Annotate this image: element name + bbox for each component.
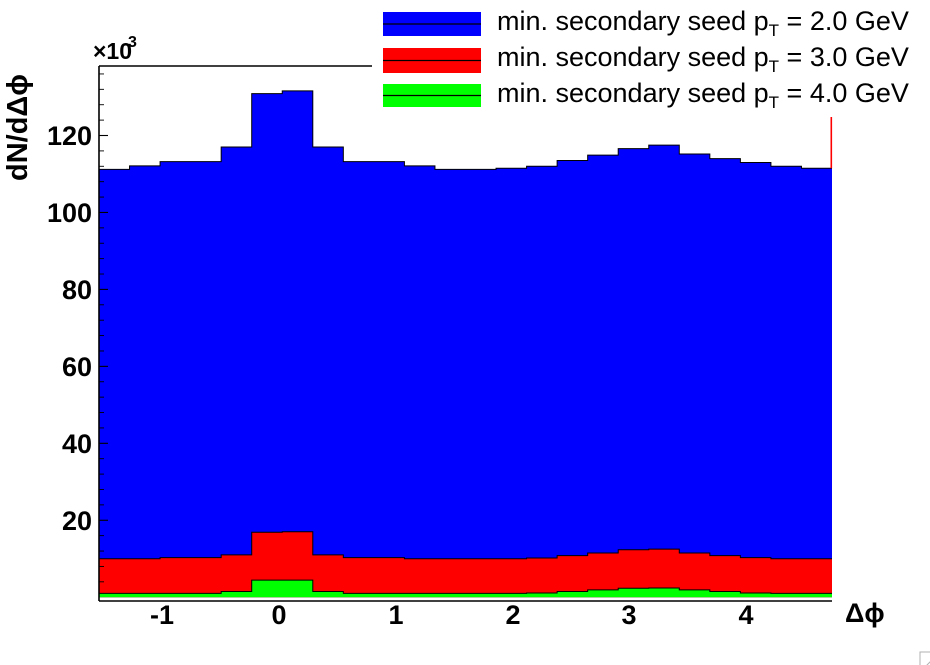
svg-text:0: 0 xyxy=(271,600,286,630)
svg-text:1: 1 xyxy=(388,600,403,630)
svg-text:Δϕ: Δϕ xyxy=(845,598,885,628)
svg-text:20: 20 xyxy=(62,506,92,536)
svg-text:60: 60 xyxy=(62,352,92,382)
svg-text:2: 2 xyxy=(505,600,520,630)
svg-text:3: 3 xyxy=(621,600,636,630)
svg-text:40: 40 xyxy=(62,429,92,459)
svg-text:80: 80 xyxy=(62,275,92,305)
svg-text:×10: ×10 xyxy=(93,38,132,64)
svg-text:-1: -1 xyxy=(150,600,174,630)
svg-text:min. secondary seed pT = 2.0 G: min. secondary seed pT = 2.0 GeV xyxy=(497,6,909,40)
svg-text:min. secondary seed pT = 3.0 G: min. secondary seed pT = 3.0 GeV xyxy=(497,42,909,76)
svg-text:100: 100 xyxy=(47,198,92,228)
svg-text:3: 3 xyxy=(128,34,137,51)
svg-text:dN/dΔϕ: dN/dΔϕ xyxy=(2,74,34,181)
svg-text:120: 120 xyxy=(47,121,92,151)
svg-text:4: 4 xyxy=(738,600,753,630)
svg-text:min. secondary seed pT = 4.0 G: min. secondary seed pT = 4.0 GeV xyxy=(497,78,909,112)
